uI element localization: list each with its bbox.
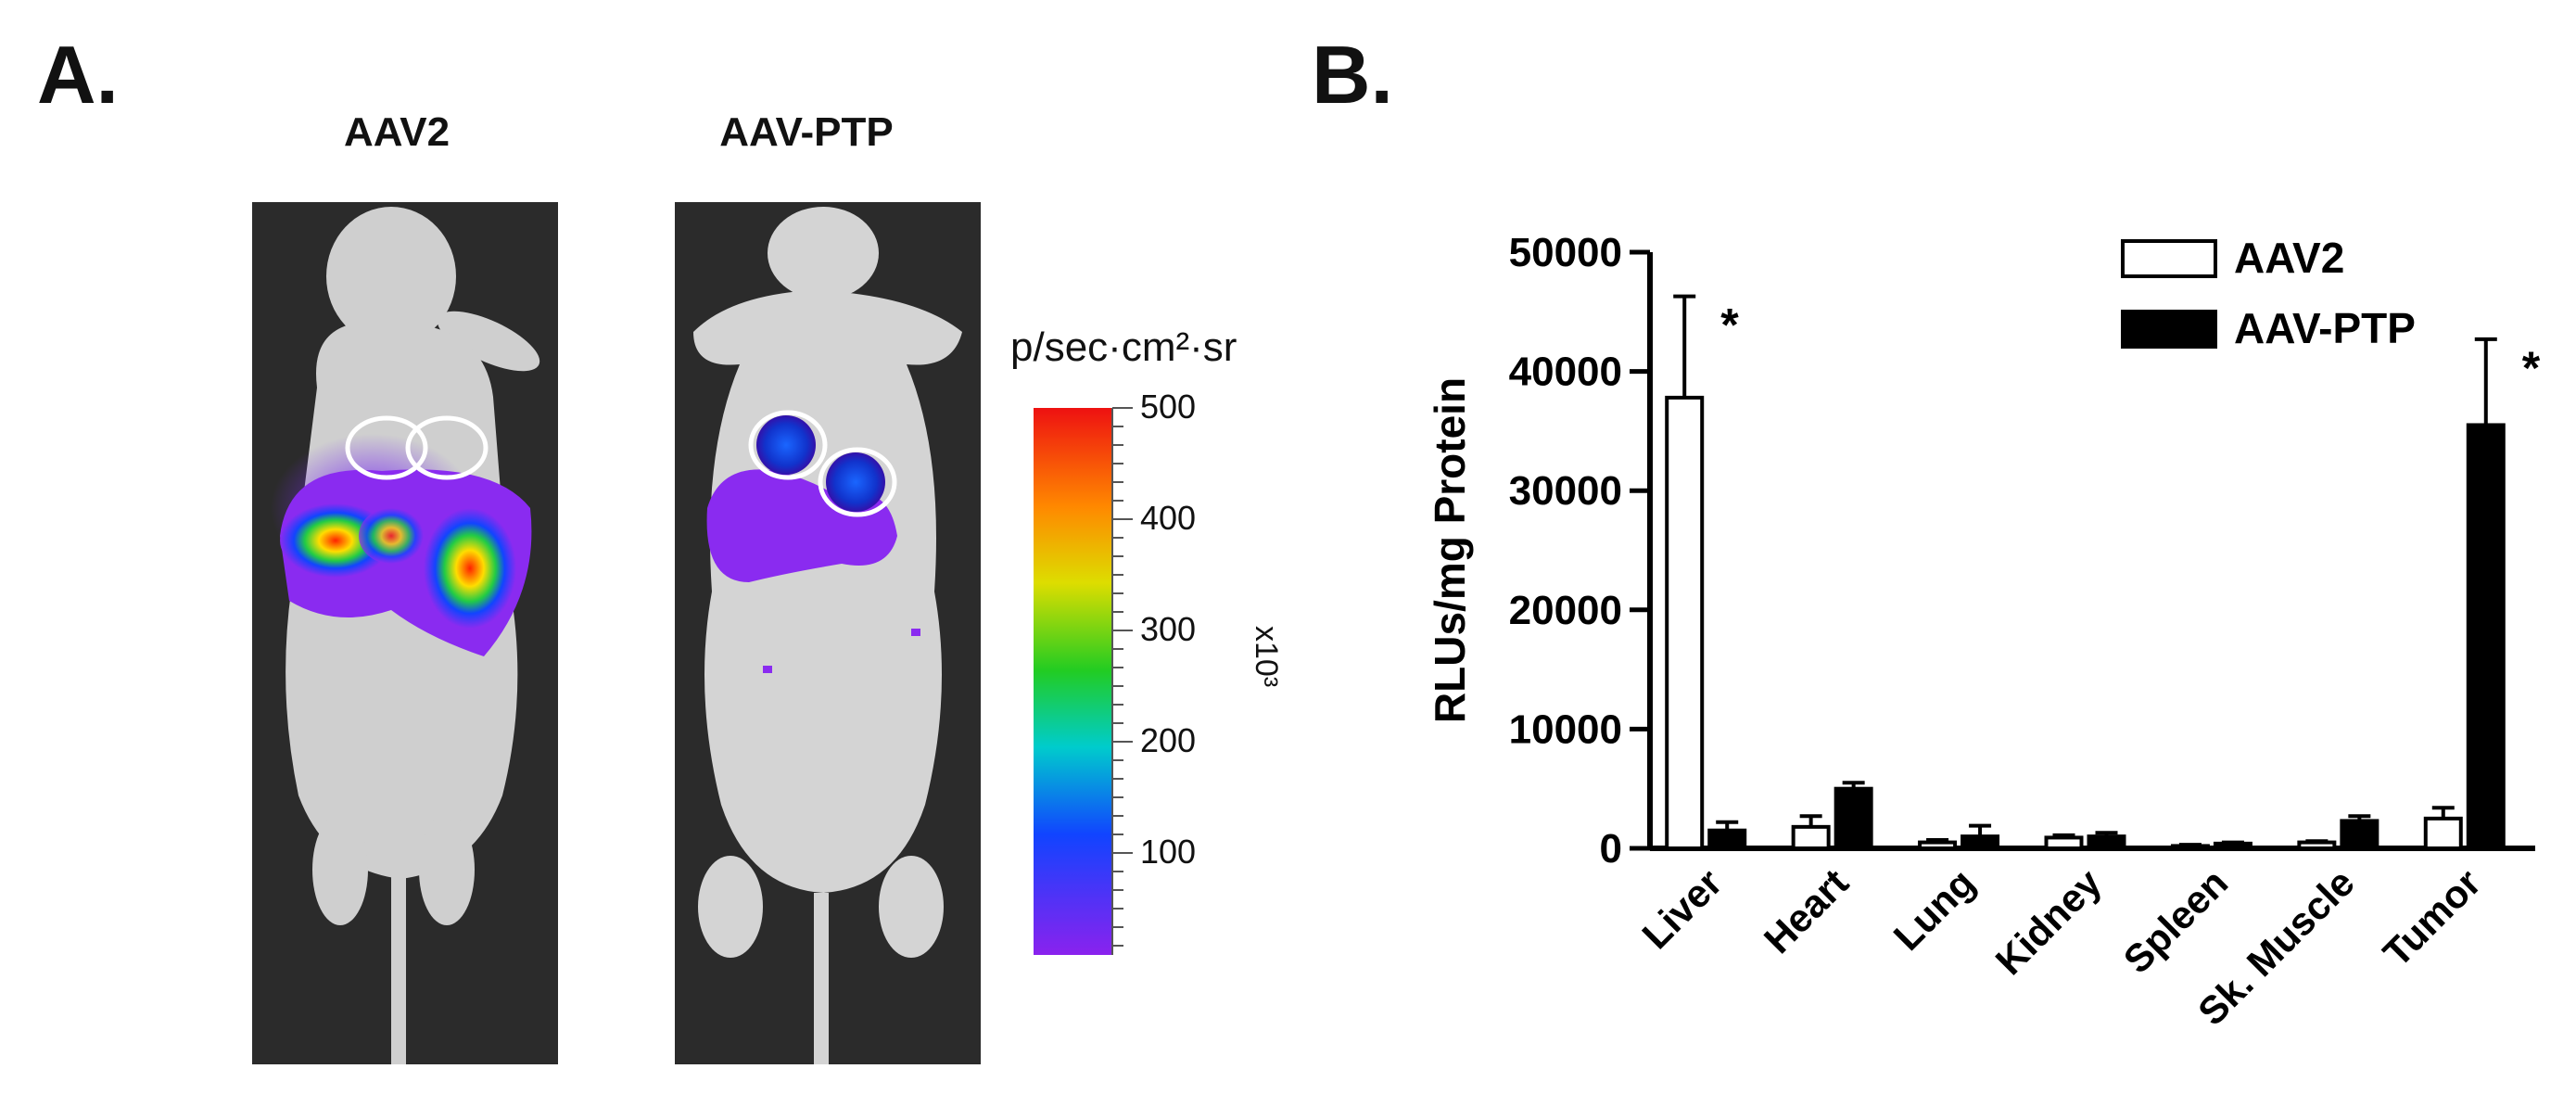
bar-aav-ptp-kidney (2087, 834, 2126, 851)
significance-marker: * (2522, 342, 2541, 394)
x-tick-label: Kidney (1987, 860, 2111, 984)
x-tick-label: Heart (1756, 860, 1857, 961)
bar-aav-ptp-tumor (2466, 423, 2506, 850)
panel-a-letter: A. (37, 29, 119, 121)
y-tick-label: 30000 (1509, 468, 1622, 514)
colorbar-title: p/sec·cm²·sr (1010, 324, 1237, 370)
panel-b-letter: B. (1312, 29, 1393, 121)
mouse-left-title: AAV2 (343, 109, 450, 155)
bar-aav2-heart (1791, 824, 1831, 850)
colorbar-unit: x10³ (1249, 626, 1284, 688)
bar-chart: 0 10000 20000 30000 40000 50000 RLUs/mg Protei… (1426, 230, 2541, 1034)
legend-label: AAV2 (2234, 234, 2344, 282)
y-tick-label: 40000 (1509, 350, 1622, 395)
x-tick-label: Tumor (2375, 860, 2489, 974)
bar-aav2-lung (1918, 840, 1958, 851)
bar-aav-ptp-spleen (2213, 841, 2252, 851)
colorbar (1034, 407, 1133, 955)
x-tick-label: Liver (1633, 860, 1730, 957)
mouse-image-aav2 (252, 202, 558, 1064)
bar-aav2-tumor (2423, 816, 2463, 850)
colorbar-tick-500: 500 (1140, 388, 1197, 426)
colorbar-tick-100: 100 (1140, 833, 1197, 871)
y-tick-label: 10000 (1509, 706, 1622, 752)
colorbar-tick-400: 400 (1140, 499, 1197, 537)
bar-aav2-liver (1665, 395, 1705, 850)
legend-swatch-aav-ptp (2121, 310, 2217, 349)
y-tick-label: 50000 (1509, 230, 1622, 275)
colorbar-tick-300: 300 (1140, 610, 1197, 648)
legend-label: AAV-PTP (2234, 304, 2416, 352)
significance-marker: * (1720, 299, 1739, 351)
y-tick-label: 0 (1600, 826, 1622, 872)
x-tick-label: Spleen (2115, 860, 2237, 982)
bar-aav-ptp-lung (1961, 834, 2000, 851)
mouse-right-title: AAV-PTP (719, 109, 894, 155)
bar-aav2-kidney (2044, 835, 2084, 851)
bar-aav2-sk-muscle (2297, 840, 2337, 851)
mouse-image-aav-ptp (675, 202, 981, 1064)
bar-aav-ptp-liver (1707, 828, 1747, 851)
x-tick-label: Lung (1885, 860, 1984, 959)
y-axis-label: RLUs/mg Protein (1426, 377, 1474, 723)
legend-swatch-aav2 (2121, 239, 2217, 278)
bar-aav-ptp-sk-muscle (2340, 819, 2379, 850)
bar-aav-ptp-heart (1834, 786, 1873, 851)
y-tick-label: 20000 (1509, 588, 1622, 633)
colorbar-tick-200: 200 (1140, 721, 1197, 759)
